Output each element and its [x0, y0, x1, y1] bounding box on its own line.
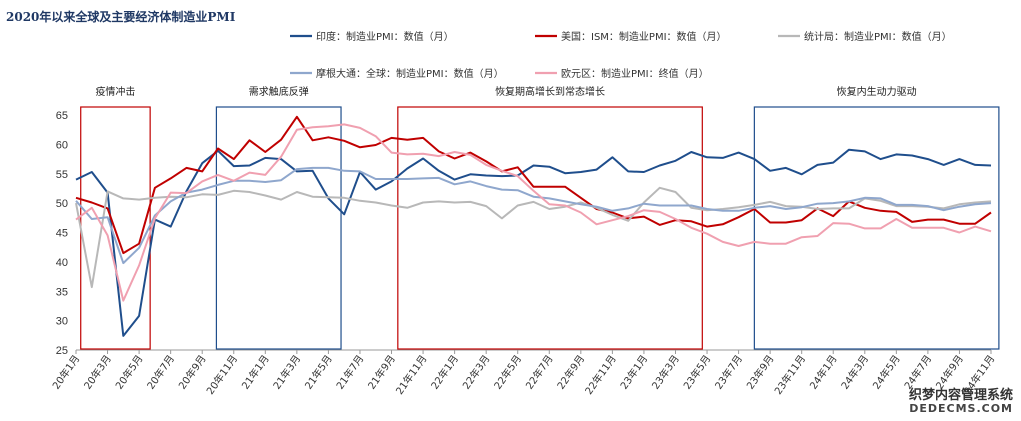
x-tick-label: 21年1月 [239, 352, 272, 391]
x-tick-label: 21年5月 [302, 352, 335, 391]
x-tick-label: 21年7月 [333, 352, 366, 391]
watermark-text: 织梦内容管理系统 [908, 388, 1013, 403]
y-tick-label: 40 [56, 257, 68, 269]
y-tick-label: 60 [56, 139, 68, 151]
y-tick-label: 50 [56, 198, 68, 210]
x-tick-label: 20年5月 [112, 352, 145, 391]
legend: 印度：制造业PMI：数值（月） 美国：ISM：制造业PMI：数值（月） 统计局：制造… [290, 30, 952, 80]
phase-region-label: 恢复期高增长到常态增长 [495, 85, 605, 98]
x-tick-label: 21年9月 [365, 352, 398, 391]
x-tick-label: 23年5月 [680, 352, 713, 391]
legend-label: 印度：制造业PMI：数值（月） [316, 30, 454, 43]
x-tick-label: 20年9月 [176, 352, 209, 391]
y-tick-label: 35 [56, 286, 68, 298]
x-tick-label: 20年1月 [49, 352, 82, 391]
phase-region-box [753, 106, 1000, 350]
y-tick-label: 65 [56, 110, 68, 122]
x-tick-label: 22年9月 [554, 352, 587, 391]
x-tick-label: 22年3月 [460, 352, 493, 391]
x-tick-label: 21年11月 [393, 352, 430, 397]
phase-region-label: 疫情冲击 [95, 85, 135, 98]
y-tick-label: 55 [56, 169, 68, 181]
x-tick-label: 20年3月 [81, 352, 114, 391]
x-tick-label: 24年5月 [870, 352, 903, 391]
x-tick-label: 23年9月 [744, 352, 777, 391]
phase-regions: 疫情冲击 需求触底反弹 恢复期高增长到常态增长 恢复内生动力驱动 [80, 85, 1000, 350]
x-tick-label: 22年7月 [523, 352, 556, 391]
y-tick-label: 30 [56, 316, 68, 328]
phase-region-box [215, 106, 342, 350]
series-line-1 [75, 115, 992, 255]
x-tick-label: 24年1月 [807, 352, 840, 391]
x-tick-label: 23年1月 [617, 352, 650, 391]
legend-label: 摩根大通：全球：制造业PMI：数值（月） [316, 67, 504, 80]
x-tick-label: 22年11月 [582, 352, 619, 397]
watermark-domain: DEDECMS.COM [909, 402, 1013, 415]
series-lines [75, 115, 992, 337]
x-tick-label: 22年1月 [428, 352, 461, 391]
legend-label: 统计局：制造业PMI：数值（月） [804, 30, 952, 43]
y-tick-label: 45 [56, 228, 68, 240]
chart-title: 2020年以来全球及主要经济体制造业PMI [6, 10, 236, 24]
x-tick-label: 21年3月 [270, 352, 303, 391]
x-tick-label: 20年7月 [144, 352, 177, 391]
y-tick-label: 25 [56, 345, 68, 357]
series-line-0 [75, 148, 992, 337]
x-tick-label: 23年11月 [771, 352, 808, 397]
series-line-4 [75, 123, 992, 302]
legend-label: 美国：ISM：制造业PMI：数值（月） [561, 30, 727, 43]
x-tick-label: 20年11月 [203, 352, 240, 397]
series-line-2 [75, 186, 992, 289]
x-tick-label: 23年3月 [649, 352, 682, 391]
legend-label: 欧元区：制造业PMI：终值（月） [561, 67, 709, 80]
series-line-3 [75, 166, 992, 265]
phase-region-label: 恢复内生动力驱动 [837, 85, 917, 98]
x-tick-label: 24年3月 [838, 352, 871, 391]
phase-region-label: 需求触底反弹 [249, 85, 309, 98]
x-tick-label: 23年7月 [712, 352, 745, 391]
x-tick-label: 22年5月 [491, 352, 524, 391]
phase-region-box [397, 106, 703, 350]
